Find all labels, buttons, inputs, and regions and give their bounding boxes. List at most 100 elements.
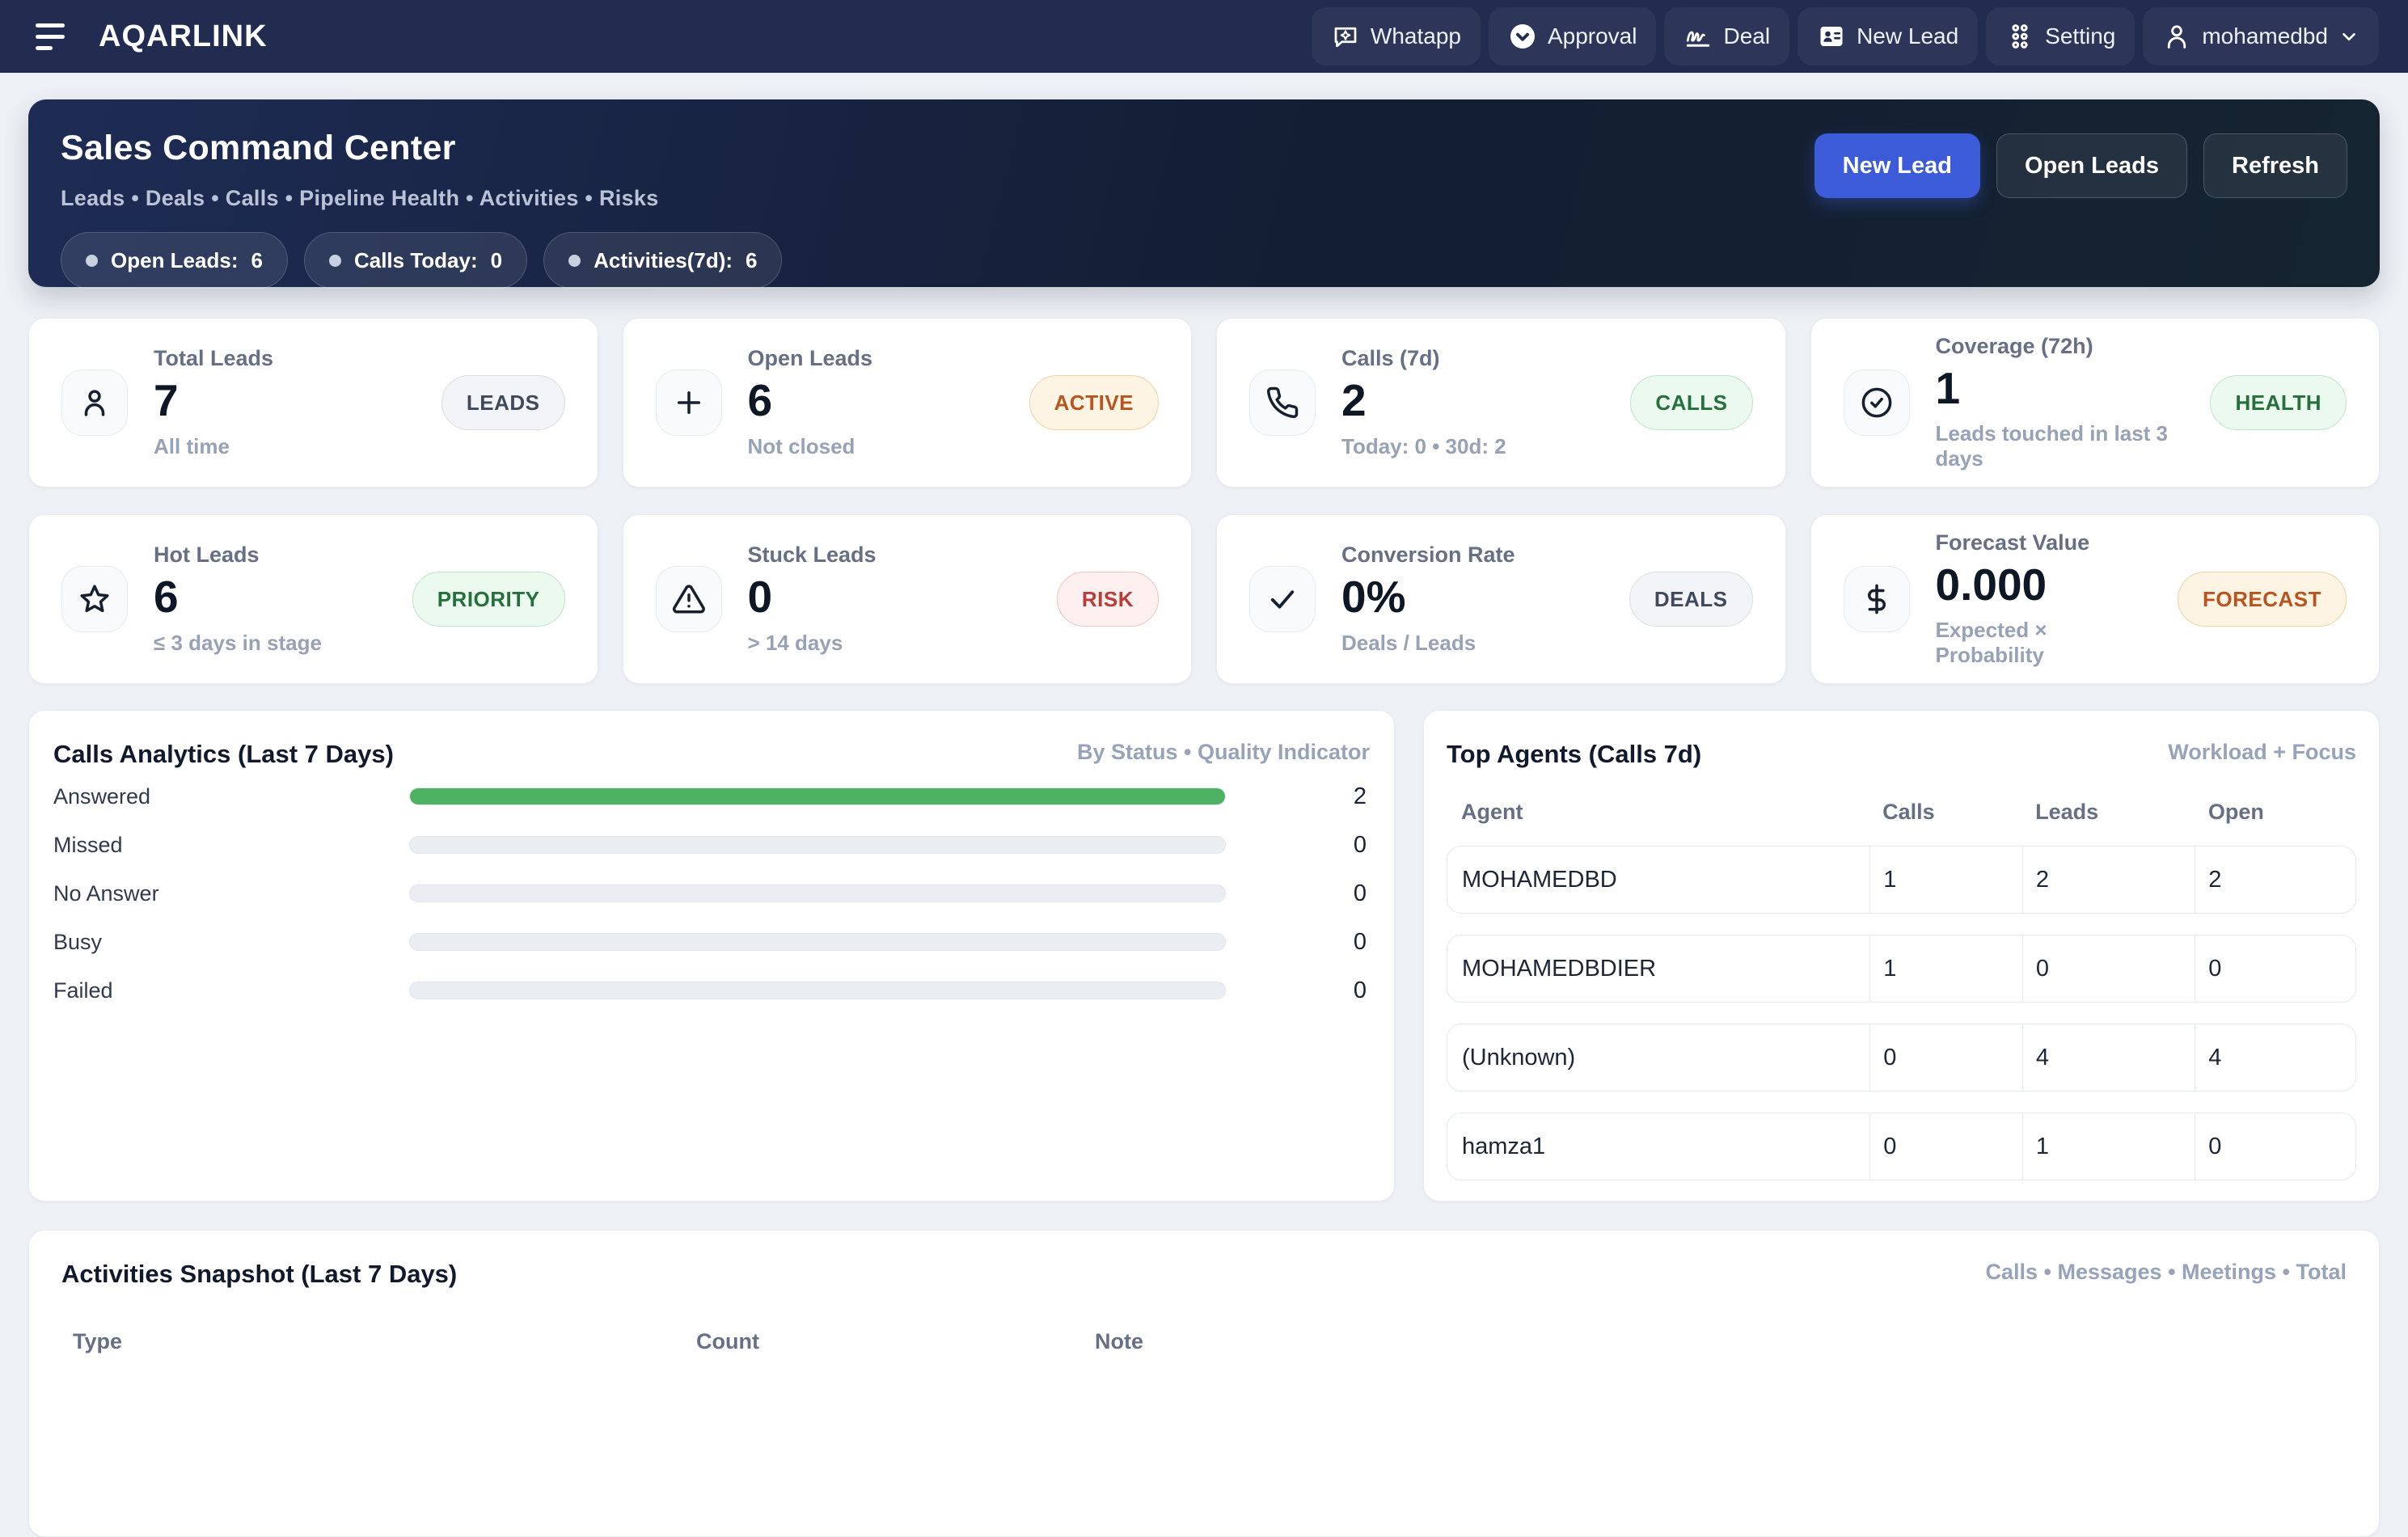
nav-item-label: New Lead [1857,23,1959,49]
status-badge: LEADS [441,375,565,430]
card-value: 0 [747,572,773,623]
card-value: 7 [154,375,179,426]
phone-icon [1249,369,1316,436]
nav-item-deal[interactable]: Deal [1664,7,1790,65]
chip-label: Activities(7d): [594,247,733,272]
stat-card-open-leads: Open Leads 6 Not closed ACTIVE [622,318,1192,488]
card-sub: Not closed [747,433,855,458]
card-value: 6 [747,375,773,426]
menu-toggle-icon[interactable] [29,12,78,61]
bar-fill [410,788,1225,804]
card-label: Open Leads [747,346,873,371]
activities-meta: Calls • Messages • Meetings • Total [1985,1260,2347,1284]
nav-item-label: Deal [1723,23,1771,49]
open-cell: 0 [2195,935,2355,1002]
bar-track [409,836,1226,854]
agent-name-cell: MOHAMEDBD [1462,866,1617,893]
brand-logo[interactable]: AQARLINK [99,19,268,53]
card-value: 6 [154,572,179,623]
status-badge: HEALTH [2210,375,2347,430]
stat-card-forecast: Forecast Value 0.000 Expected × Probabil… [1810,514,2380,684]
chip-value: 6 [746,247,758,272]
table-row: MOHAMEDBDIER 1 0 0 [1447,935,2356,1003]
bar-label: Missed [53,832,123,857]
card-label: Calls (7d) [1341,346,1440,371]
column-header-calls: Calls [1882,800,1935,824]
status-badge: PRIORITY [412,572,565,627]
leads-cell: 0 [2021,935,2195,1002]
card-value: 0.000 [1935,559,2047,610]
stat-card-hot-leads: Hot Leads 6 ≤ 3 days in stage PRIORITY [28,514,598,684]
column-header-note: Note [1095,1329,1143,1353]
card-sub: All time [154,433,230,458]
status-badge: RISK [1056,572,1159,627]
dots-grid-icon [2005,22,2034,51]
card-label: Total Leads [154,346,274,371]
nav-item-label: Setting [2045,23,2116,49]
chip-value: 0 [490,247,503,272]
approval-badge-icon [1508,22,1537,51]
column-header-type: Type [73,1329,123,1353]
nav-left: AQARLINK [29,12,268,61]
column-header-agent: Agent [1461,800,1523,824]
nav-item-setting[interactable]: Setting [1986,7,2136,65]
chip-open-leads: Open Leads: 6 [61,232,288,289]
nav-item-new-lead[interactable]: New Lead [1798,7,1979,65]
stat-card-stuck-leads: Stuck Leads 0 > 14 days RISK [622,514,1192,684]
card-sub: Deals / Leads [1341,630,1476,655]
top-nav: AQARLINK Whatapp Approval [0,0,2408,73]
panels-row: Calls Analytics (Last 7 Days) By Status … [28,710,2380,1201]
calls-cell: 0 [1869,1113,2022,1180]
card-sub: Today: 0 • 30d: 2 [1341,433,1506,458]
bar-label: Answered [53,783,151,809]
calls-analytics-meta: By Status • Quality Indicator [1076,740,1370,764]
card-label: Coverage (72h) [1935,333,2093,358]
card-value: 0% [1341,572,1406,623]
stat-card-total-leads: Total Leads 7 All time LEADS [28,318,598,488]
refresh-button[interactable]: Refresh [2203,133,2347,198]
nav-item-approval[interactable]: Approval [1488,7,1657,65]
leads-cell: 2 [2021,847,2195,913]
agent-name-cell: (Unknown) [1462,1044,1576,1070]
activities-title: Activities Snapshot (Last 7 Days) [61,1260,458,1288]
call-status-bars: Answered 2 Missed 0 No Answer 0 Busy 0 F… [53,772,1370,1015]
table-row: hamza1 0 1 0 [1447,1113,2356,1180]
user-menu[interactable]: mohamedbd [2143,7,2379,65]
bar-track [409,933,1226,951]
dollar-icon [1843,566,1910,632]
new-lead-button[interactable]: New Lead [1814,133,1980,198]
open-cell: 4 [2195,1024,2355,1091]
bar-value: 0 [1353,831,1367,858]
alert-triangle-icon [655,566,722,632]
calls-cell: 1 [1869,847,2022,913]
hero-banner: Sales Command Center Leads • Deals • Cal… [28,99,2380,289]
check-icon [1249,566,1316,632]
calls-analytics-panel: Calls Analytics (Last 7 Days) By Status … [28,710,1395,1201]
stat-card-coverage: Coverage (72h) 1 Leads touched in last 3… [1810,318,2380,488]
call-status-row-no-answer: No Answer 0 [53,869,1370,918]
chip-label: Calls Today: [353,247,478,272]
nav-item-whatapp[interactable]: Whatapp [1311,7,1481,65]
nav-right: Whatapp Approval Deal [1311,7,2379,65]
chip-value: 6 [251,247,263,272]
call-status-row-busy: Busy 0 [53,918,1370,966]
open-leads-button[interactable]: Open Leads [1996,133,2187,198]
column-header-count: Count [696,1329,759,1353]
call-status-row-missed: Missed 0 [53,821,1370,869]
status-badge: ACTIVE [1029,375,1159,430]
stat-card-calls-7d: Calls (7d) 2 Today: 0 • 30d: 2 CALLS [1216,318,1786,488]
calls-cell: 1 [1869,935,2022,1002]
open-cell: 0 [2195,1113,2355,1180]
chip-activities: Activities(7d): 6 [543,232,783,289]
agent-name-cell: MOHAMEDBDIER [1462,955,1657,982]
calls-cell: 0 [1869,1024,2022,1091]
star-icon [61,566,128,632]
activities-snapshot-panel: Activities Snapshot (Last 7 Days) Calls … [28,1230,2380,1537]
card-label: Forecast Value [1935,530,2090,555]
table-row: (Unknown) 0 4 4 [1447,1024,2356,1092]
card-label: Stuck Leads [747,543,877,568]
signature-icon [1683,22,1713,51]
chat-sparkle-icon [1331,22,1360,51]
bar-label: Busy [53,929,103,954]
card-sub: > 14 days [747,630,843,655]
